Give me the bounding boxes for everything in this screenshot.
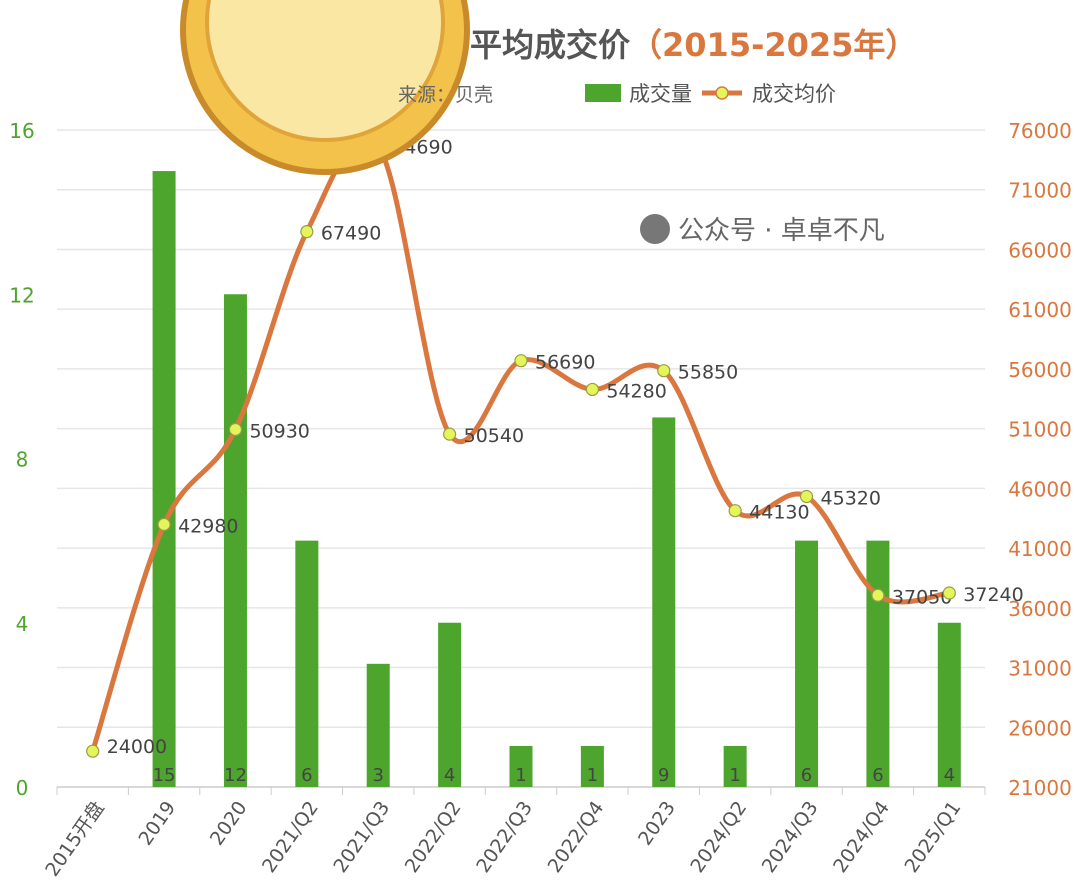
right-tick-label: 61000 — [1008, 298, 1072, 322]
bar-label: 4 — [944, 765, 955, 786]
x-tick-label: 2015开盘 — [41, 797, 109, 880]
left-tick-label: 8 — [16, 448, 29, 472]
legend: 成交量 成交均价 — [585, 78, 836, 108]
price-marker — [871, 588, 885, 602]
right-tick-label: 36000 — [1008, 597, 1072, 621]
price-label: 50540 — [464, 425, 524, 447]
price-label: 44130 — [749, 502, 809, 524]
bar-label: 9 — [658, 765, 669, 786]
price-marker — [443, 427, 457, 441]
bar — [937, 622, 961, 787]
x-tick-label: 2024/Q3 — [758, 797, 823, 877]
watermark: 公众号 · 卓卓不凡 — [640, 210, 885, 247]
bar-label: 15 — [153, 765, 176, 786]
price-label: 50930 — [249, 420, 309, 442]
bar — [366, 663, 390, 787]
left-tick-label: 0 — [16, 776, 29, 800]
x-tick-label: 2025/Q1 — [900, 797, 965, 877]
price-line — [90, 134, 950, 752]
price-label: 56690 — [535, 352, 595, 374]
price-label: 55850 — [678, 362, 738, 384]
left-tick-label: 4 — [16, 612, 29, 636]
x-tick-label: 2024/Q4 — [829, 797, 894, 877]
price-marker — [585, 382, 599, 397]
bar — [580, 745, 604, 787]
bar-label: 6 — [301, 765, 312, 786]
chart-subtitle: 来源：贝壳 — [398, 84, 494, 106]
wechat-icon — [640, 213, 670, 244]
price-label: 42980 — [178, 515, 238, 537]
price-marker — [228, 422, 243, 437]
bar-label: 12 — [224, 765, 247, 786]
gold-coin-inner — [205, 0, 445, 142]
legend-line-label: 成交均价 — [752, 82, 836, 106]
right-tick-label: 76000 — [1008, 119, 1072, 143]
x-tick-label: 2022/Q3 — [472, 797, 537, 877]
right-tick-label: 31000 — [1008, 657, 1072, 681]
price-marker — [799, 489, 814, 504]
right-tick-label: 56000 — [1008, 358, 1072, 382]
price-label: 54280 — [606, 380, 666, 402]
title-text: 平均成交价 — [470, 26, 631, 64]
x-tick-label: 2019 — [134, 797, 180, 849]
right-tick-label: 26000 — [1008, 716, 1072, 740]
bar — [723, 745, 747, 787]
price-label: 45320 — [821, 487, 881, 509]
price-marker — [157, 517, 171, 532]
legend-line-swatch — [702, 86, 742, 100]
bar-label: 4 — [444, 765, 455, 786]
right-tick-label: 21000 — [1008, 776, 1072, 800]
left-tick-label: 12 — [9, 283, 34, 307]
left-tick-label: 16 — [9, 119, 34, 143]
bar — [438, 622, 462, 787]
bar — [295, 540, 319, 787]
bar-label: 1 — [515, 765, 526, 786]
x-tick-label: 2024/Q2 — [686, 797, 751, 877]
legend-bar-label: 成交量 — [629, 82, 692, 106]
bar-label: 6 — [801, 765, 812, 786]
bar-label: 1 — [729, 765, 740, 786]
price-label: 37050 — [892, 586, 952, 608]
x-tick-label: 2022/Q2 — [401, 797, 466, 877]
bar-label: 6 — [872, 765, 883, 786]
price-marker — [657, 364, 671, 378]
bar — [152, 171, 176, 787]
right-tick-label: 66000 — [1008, 238, 1072, 262]
bar — [795, 540, 819, 787]
price-label: 67490 — [321, 223, 381, 245]
price-label: 37240 — [963, 584, 1023, 606]
x-tick-label: 2023 — [634, 797, 680, 849]
chart-title: 平均成交价（2015-2025年） — [470, 20, 917, 66]
x-tick-label: 2020 — [206, 797, 252, 849]
bar-label: 1 — [587, 765, 598, 786]
price-marker — [300, 225, 314, 239]
bar-label: 3 — [373, 765, 384, 786]
x-tick-label: 2021/Q3 — [329, 797, 394, 877]
right-tick-label: 51000 — [1008, 418, 1072, 442]
price-label: 24000 — [107, 736, 167, 758]
right-tick-label: 71000 — [1008, 179, 1072, 203]
right-tick-label: 41000 — [1008, 537, 1072, 561]
bar — [652, 417, 676, 787]
price-marker — [86, 744, 100, 758]
x-tick-label: 2022/Q4 — [544, 797, 609, 877]
x-tick-label: 2021/Q2 — [258, 797, 323, 877]
watermark-text: 公众号 · 卓卓不凡 — [678, 216, 885, 246]
title-range: （2015-2025年） — [630, 26, 918, 64]
legend-bar-swatch — [585, 84, 621, 102]
price-marker — [514, 354, 528, 368]
price-marker — [942, 586, 956, 600]
right-tick-label: 46000 — [1008, 477, 1072, 501]
bar — [223, 294, 247, 787]
bar — [866, 540, 890, 787]
price-marker — [728, 504, 742, 518]
bar — [509, 745, 533, 787]
